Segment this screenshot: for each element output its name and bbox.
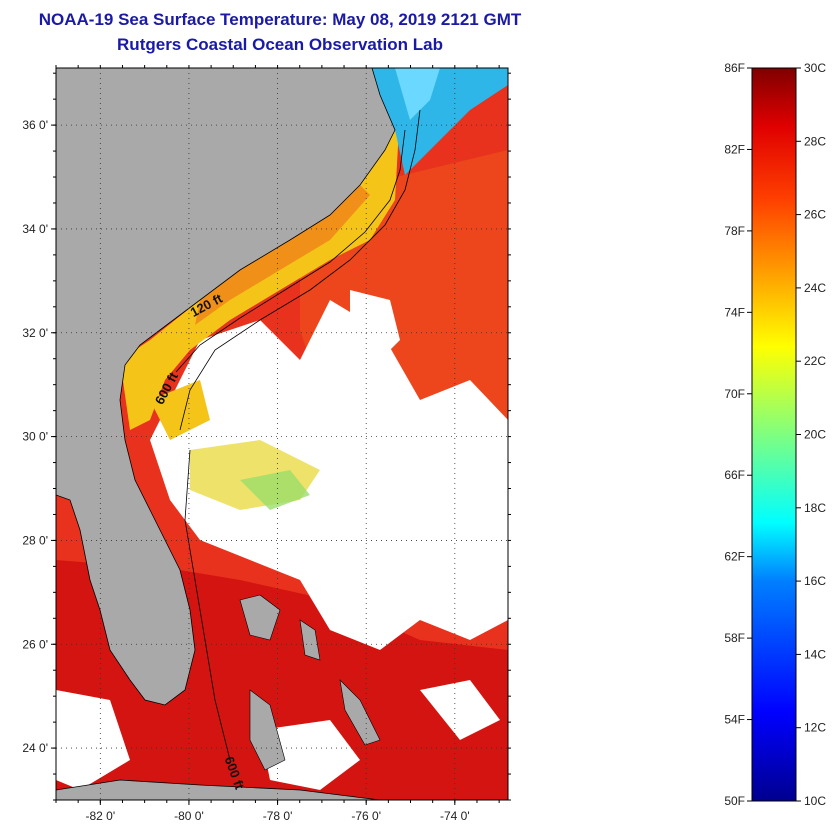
lon-tick-label: -74 0' <box>440 809 470 823</box>
colorbar-f-label: 62F <box>724 550 745 564</box>
land-bahamas-2 <box>299 619 321 661</box>
colorbar-c-label: 26C <box>804 208 826 222</box>
land-mainland <box>56 68 396 706</box>
colorbar-c-label: 14C <box>804 647 826 661</box>
land-bahamas-1 <box>239 594 281 641</box>
colorbar-f-label: 50F <box>724 794 745 808</box>
map-subtitle: Rutgers Coastal Ocean Observation Lab <box>117 35 443 54</box>
lon-tick-label: -82 0' <box>85 809 115 823</box>
colorbar-f-label: 58F <box>724 631 745 645</box>
colorbar-c-label: 12C <box>804 721 826 735</box>
lat-tick-label: 34 0' <box>22 222 48 236</box>
colorbar-c-label: 18C <box>804 501 826 515</box>
lat-tick-label: 30 0' <box>22 430 48 444</box>
shelf-edge-water <box>195 185 370 325</box>
map-title: NOAA-19 Sea Surface Temperature: May 08,… <box>38 10 522 29</box>
contour-600ft <box>179 109 421 431</box>
lat-tick-label: 36 0' <box>22 118 48 132</box>
colorbar <box>751 67 797 802</box>
lat-tick-label: 26 0' <box>22 637 48 651</box>
cloud-cover-patch <box>350 290 400 360</box>
axis-ticks: -82 0' -80 0' -78 0' -76 0' -74 0' 24 0' 26 0'… <box>22 65 511 823</box>
green-patch <box>240 470 310 510</box>
colorbar-f-label: 54F <box>724 713 745 727</box>
colorbar-labels: 86F 82F 78F 74F 70F 66F 62F 58F 54F 50F 30C 28C 26C 2… <box>724 61 826 808</box>
lat-tick-label: 28 0' <box>22 533 48 547</box>
lat-tick-label: 32 0' <box>22 326 48 340</box>
lon-tick-label: -78 0' <box>263 809 293 823</box>
colorbar-c-label: 24C <box>804 281 826 295</box>
contour-florida-shelf <box>184 449 231 761</box>
colorbar-f-label: 70F <box>724 387 745 401</box>
colorbar-c-label: 16C <box>804 574 826 588</box>
map-area <box>56 68 508 800</box>
land-andros <box>249 689 286 771</box>
colorbar-c-label: 28C <box>804 134 826 148</box>
colorbar-c-label: 22C <box>804 354 826 368</box>
cloud-cover <box>150 300 508 650</box>
colorbar-c-label: 30C <box>804 61 826 75</box>
lon-tick-label: -76 0' <box>351 809 381 823</box>
land-cuba <box>56 779 381 800</box>
colorbar-f-label: 74F <box>724 305 745 319</box>
lon-tick-label: -80 0' <box>174 809 204 823</box>
lat-tick-label: 24 0' <box>22 741 48 755</box>
cloud-cover-sw <box>56 690 130 790</box>
coastal-patch <box>150 380 210 440</box>
colorbar-f-label: 66F <box>724 468 745 482</box>
map-frame <box>55 67 509 801</box>
colorbar-c-label: 20C <box>804 428 826 442</box>
graticule <box>56 68 508 800</box>
colorbar-f-label: 86F <box>724 61 745 75</box>
land-bahamas-3 <box>339 679 381 746</box>
colorbar-c-label: 10C <box>804 794 826 808</box>
cold-water-core <box>395 68 440 120</box>
colorbar-f-label: 82F <box>724 142 745 156</box>
cloud-cover-se <box>260 720 360 790</box>
contour-120ft <box>175 129 406 373</box>
colorbar-f-label: 78F <box>724 224 745 238</box>
cloud-cover-east <box>420 680 500 740</box>
